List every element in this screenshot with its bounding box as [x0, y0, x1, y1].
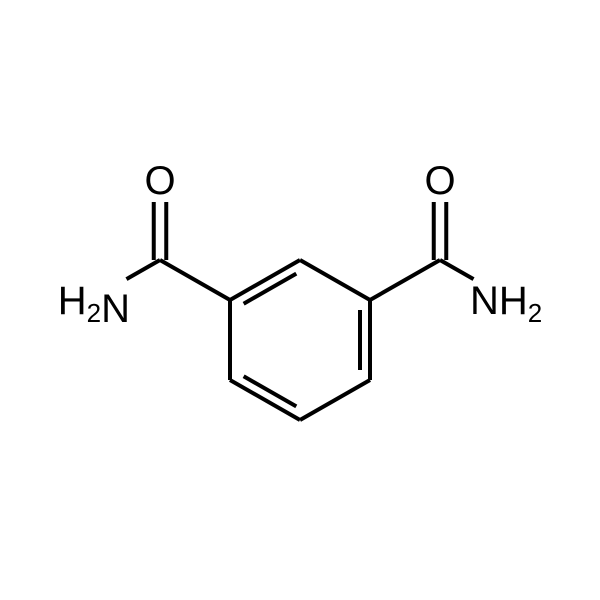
- bond: [370, 260, 440, 300]
- bond: [300, 260, 370, 300]
- bond: [230, 380, 300, 420]
- atom-label: NH2: [470, 279, 542, 328]
- bond: [230, 260, 300, 300]
- bond: [126, 260, 160, 279]
- atom-label: O: [144, 159, 175, 203]
- atom-label: H2N: [58, 279, 130, 331]
- bond: [160, 260, 230, 300]
- bond: [300, 380, 370, 420]
- chemical-structure-svg: O O H2N NH2: [0, 0, 600, 600]
- bond: [440, 260, 474, 279]
- atom-label: O: [424, 159, 455, 203]
